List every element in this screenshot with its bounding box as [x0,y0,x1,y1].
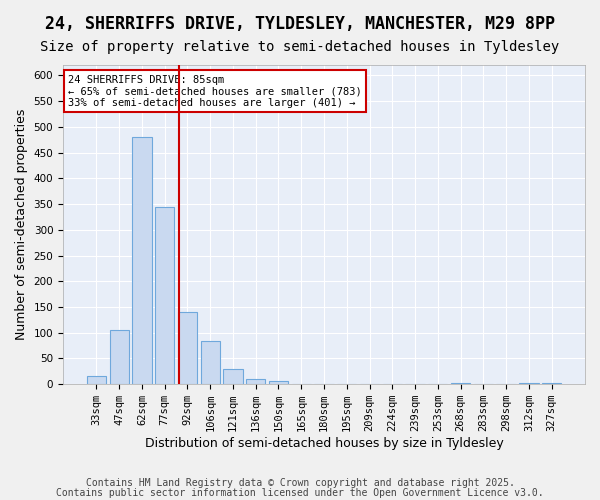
Bar [269,381,288,384]
Bar [200,342,220,384]
Bar [542,382,561,384]
Bar [87,376,106,384]
Text: Size of property relative to semi-detached houses in Tyldesley: Size of property relative to semi-detach… [40,40,560,54]
Text: 24, SHERRIFFS DRIVE, TYLDESLEY, MANCHESTER, M29 8PP: 24, SHERRIFFS DRIVE, TYLDESLEY, MANCHEST… [45,15,555,33]
Text: Contains HM Land Registry data © Crown copyright and database right 2025.: Contains HM Land Registry data © Crown c… [86,478,514,488]
Y-axis label: Number of semi-detached properties: Number of semi-detached properties [15,109,28,340]
Text: 24 SHERRIFFS DRIVE: 85sqm
← 65% of semi-detached houses are smaller (783)
33% of: 24 SHERRIFFS DRIVE: 85sqm ← 65% of semi-… [68,74,362,108]
Bar [451,383,470,384]
Bar [223,369,242,384]
Bar [155,206,175,384]
Bar [110,330,129,384]
X-axis label: Distribution of semi-detached houses by size in Tyldesley: Distribution of semi-detached houses by … [145,437,503,450]
Bar [519,383,539,384]
Bar [132,137,152,384]
Text: Contains public sector information licensed under the Open Government Licence v3: Contains public sector information licen… [56,488,544,498]
Bar [178,312,197,384]
Bar [246,378,265,384]
